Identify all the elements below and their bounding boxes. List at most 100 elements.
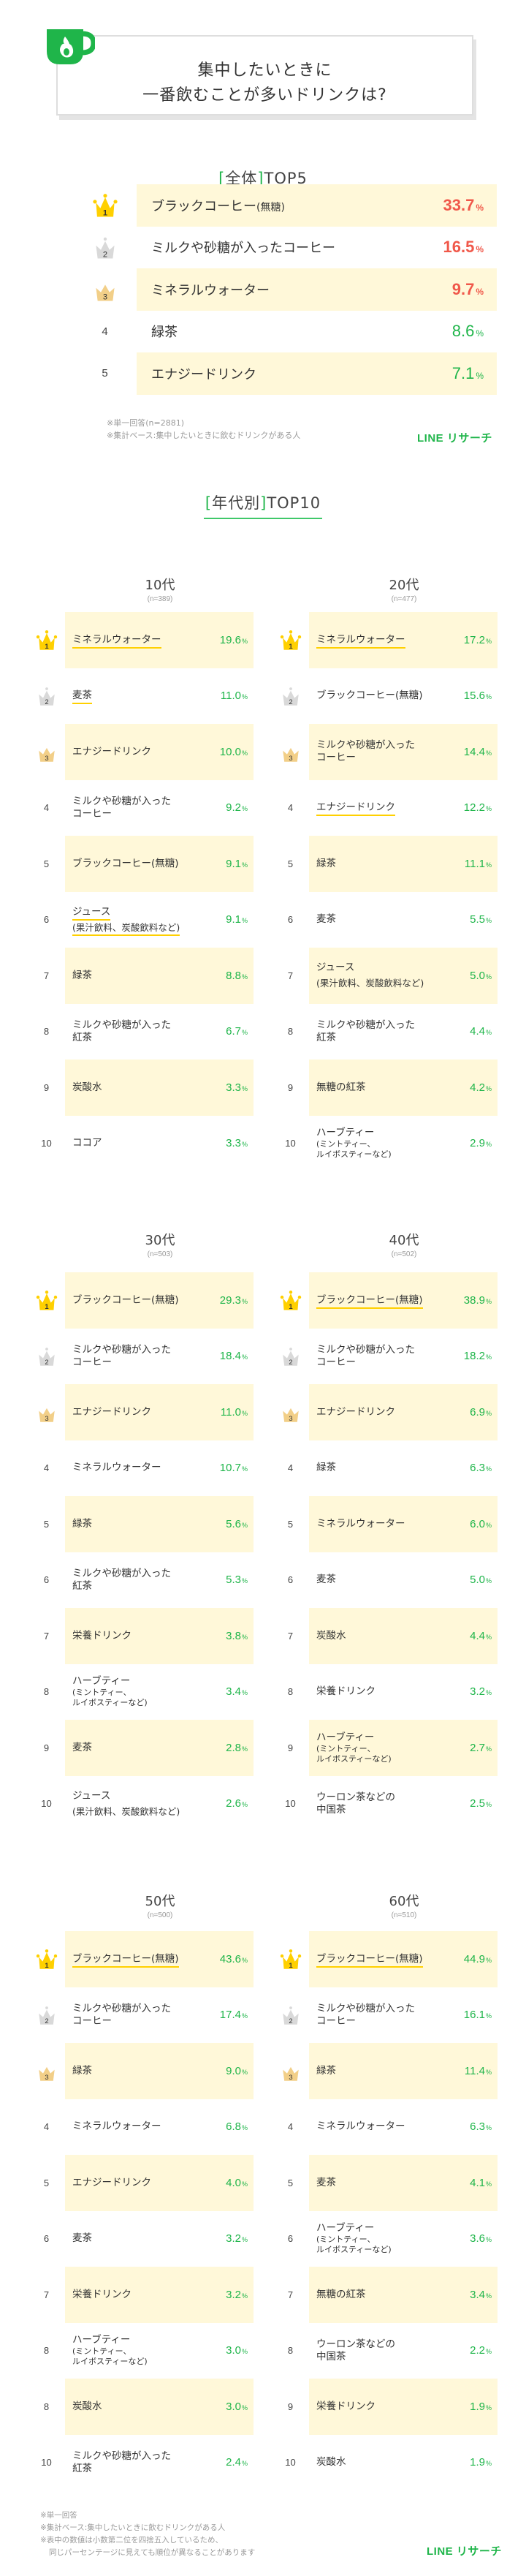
drink-name: ハーブティー (ミントティー、 ルイボスティーなど) <box>316 1731 392 1764</box>
drink-name: ブラックコーヒー(無糖) <box>151 198 285 214</box>
rank-badge: 10 <box>28 1138 65 1149</box>
rank-badge: 10 <box>272 1138 309 1149</box>
ranking-row: 10 ジュース (果汁飲料、炭酸飲料など) 2.6% <box>28 1776 262 1832</box>
ranking-row: 2 ブラックコーヒー(無糖) 15.6% <box>272 668 506 725</box>
ranking-row: 1 ブラックコーヒー(無糖) 33.7% <box>73 184 497 227</box>
drink-name: 緑茶 <box>316 857 336 869</box>
svg-text:1: 1 <box>45 1962 48 1970</box>
gold-crown-icon: 1 <box>280 1949 301 1970</box>
rank-number: 8 <box>287 1686 294 1698</box>
age-group-label: 40代 <box>389 1233 419 1248</box>
rank-badge: 5 <box>272 1519 309 1530</box>
drink-name: 炭酸水 <box>316 2456 346 2469</box>
drink-name: ミネラルウォーター <box>65 633 204 649</box>
svg-text:2: 2 <box>289 2017 292 2025</box>
ranking-row: 3 緑茶 9.0% <box>28 2043 262 2099</box>
rank-badge: 4 <box>28 2121 65 2132</box>
rank-badge: 3 <box>28 1402 65 1423</box>
svg-text:2: 2 <box>45 698 48 706</box>
age-ranking-list: 1 ブラックコーヒー(無糖) 43.6% 2 ミルクや砂糖が入った コーヒー 1… <box>28 1931 262 2490</box>
ranking-row: 9 炭酸水 3.3% <box>28 1060 262 1116</box>
rank-badge: 3 <box>28 741 65 763</box>
rank-badge: 3 <box>28 2061 65 2082</box>
percentage: 3.4% <box>226 1685 248 1699</box>
svg-text:2: 2 <box>289 1359 292 1367</box>
percentage: 2.8% <box>226 1741 248 1754</box>
percentage: 2.2% <box>470 2344 492 2357</box>
drink-name: 緑茶 <box>316 2064 336 2077</box>
ranking-row: 6 麦茶 3.2% <box>28 2211 262 2267</box>
drink-name: ハーブティー (ミントティー、 ルイボスティーなど) <box>72 2334 148 2367</box>
rank-number: 6 <box>43 1574 50 1586</box>
drink-name: エナジードリンク <box>151 366 256 382</box>
percentage: 4.2% <box>470 1081 492 1094</box>
age-ranking-list: 1 ブラックコーヒー(無糖) 44.9% 2 ミルクや砂糖が入った コーヒー 1… <box>272 1931 506 2490</box>
rank-badge: 4 <box>272 802 309 813</box>
rank-number: 6 <box>43 2233 50 2245</box>
rank-badge: 6 <box>272 2233 309 2244</box>
age-group-20代: 20代 (n=477) 1 ミネラルウォーター 17.2% 2 ブラックコーヒー… <box>272 578 506 1159</box>
drink-name: ミルクや砂糖が入った 紅茶 <box>72 2450 171 2474</box>
age-group-header: 50代 (n=500) <box>65 1894 255 1922</box>
drink-name: ミルクや砂糖が入った コーヒー <box>72 1343 171 1368</box>
ranking-row: 9 ハーブティー (ミントティー、 ルイボスティーなど) 2.7% <box>272 1720 506 1776</box>
percentage: 44.9% <box>463 1952 492 1965</box>
percentage: 1.9% <box>470 2456 492 2469</box>
rank-number: 10 <box>41 1138 52 1149</box>
rank-badge: 3 <box>272 741 309 763</box>
rank-badge: 10 <box>28 2457 65 2468</box>
rank-number: 7 <box>43 1630 50 1642</box>
ranking-row: 2 ミルクや砂糖が入ったコーヒー 16.5% <box>73 227 497 269</box>
drink-name: ミルクや砂糖が入った コーヒー <box>72 795 171 820</box>
ranking-row: 8 ハーブティー (ミントティー、 ルイボスティーなど) 3.4% <box>28 1664 262 1721</box>
ranking-row: 8 栄養ドリンク 3.2% <box>272 1664 506 1721</box>
ranking-row: 4 ミネラルウォーター 10.7% <box>28 1440 262 1497</box>
age-group-header: 60代 (n=510) <box>309 1894 499 1922</box>
rank-number: 10 <box>285 1138 296 1149</box>
drink-name: エナジードリンク <box>72 745 151 758</box>
rank-badge: 5 <box>272 2177 309 2188</box>
ranking-row: 4 緑茶 8.6% <box>73 311 497 353</box>
by-age-heading: [年代別]TOP10 <box>0 491 526 519</box>
drink-name: 麦茶 <box>65 690 204 705</box>
percentage: 6.8% <box>226 2120 248 2134</box>
drink-name: ウーロン茶などの 中国茶 <box>316 1791 395 1816</box>
drink-name: ミルクや砂糖が入った コーヒー <box>72 2002 171 2027</box>
drink-name: 緑茶 <box>72 969 92 981</box>
rank-badge: 2 <box>272 2004 309 2025</box>
rank-badge: 8 <box>28 2401 65 2412</box>
rank-number: 7 <box>43 2289 50 2300</box>
rank-badge: 10 <box>272 2457 309 2468</box>
drink-name: 栄養ドリンク <box>316 2400 376 2412</box>
rank-number: 7 <box>287 2289 294 2300</box>
percentage: 2.7% <box>470 1741 492 1754</box>
rank-number: 10 <box>41 2457 52 2469</box>
rank-number: 6 <box>287 2233 294 2245</box>
sample-size: (n=510) <box>391 1911 417 1919</box>
ranking-row: 10 ココア 3.3% <box>28 1116 262 1172</box>
rank-badge: 3 <box>73 277 137 302</box>
ranking-row: 5 緑茶 5.6% <box>28 1496 262 1552</box>
bronze-crown-icon: 3 <box>95 284 115 301</box>
svg-text:3: 3 <box>289 1415 292 1423</box>
percentage: 3.3% <box>226 1137 248 1150</box>
age-ranking-list: 1 ブラックコーヒー(無糖) 38.9% 2 ミルクや砂糖が入った コーヒー 1… <box>272 1272 506 1832</box>
line-research-logo: LINE リサーチ <box>427 2545 502 2558</box>
ranking-row: 3 エナジードリンク 11.0% <box>28 1384 262 1440</box>
rank-badge: 5 <box>28 2177 65 2188</box>
percentage: 4.1% <box>470 2176 492 2189</box>
svg-text:1: 1 <box>289 643 292 651</box>
age-group-50代: 50代 (n=500) 1 ブラックコーヒー(無糖) 43.6% 2 ミルクや砂… <box>28 1894 262 2474</box>
rank-number: 8 <box>43 2401 50 2412</box>
rank-number: 8 <box>287 1026 294 1038</box>
ranking-row: 6 ミルクや砂糖が入った 紅茶 5.3% <box>28 1552 262 1609</box>
rank-badge: 7 <box>28 1631 65 1642</box>
rank-badge: 3 <box>272 1402 309 1423</box>
ranking-row: 6 麦茶 5.5% <box>272 892 506 948</box>
percentage: 3.6% <box>470 2232 492 2245</box>
svg-text:3: 3 <box>45 2074 48 2082</box>
percentage: 5.6% <box>226 1517 248 1530</box>
svg-text:1: 1 <box>45 643 48 651</box>
svg-text:3: 3 <box>45 1415 48 1423</box>
ranking-row: 3 ミネラルウォーター 9.7% <box>73 268 497 311</box>
